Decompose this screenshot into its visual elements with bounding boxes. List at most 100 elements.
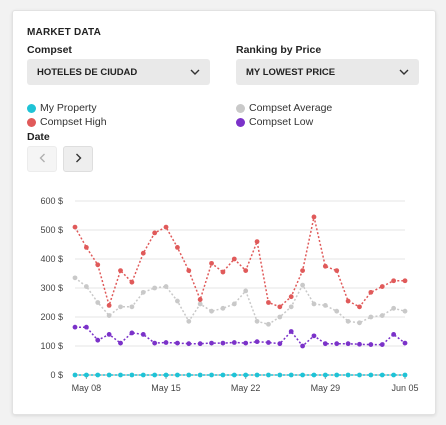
data-point-compset-high xyxy=(197,297,203,302)
data-point-compset-low xyxy=(345,341,351,347)
legend-label: My Property xyxy=(40,102,97,114)
data-point-compset-low xyxy=(72,324,78,330)
data-point-compset-average xyxy=(129,304,135,310)
ranking-select[interactable]: MY LOWEST PRICE xyxy=(236,59,419,85)
data-point-compset-low xyxy=(175,340,180,346)
data-point-compset-average xyxy=(357,320,362,326)
y-tick-label: 300 $ xyxy=(40,283,63,293)
data-point-compset-high xyxy=(300,268,305,273)
data-point-compset-average xyxy=(163,284,169,289)
compset-select-value: HOTELES DE CIUDAD xyxy=(37,66,138,78)
data-point-compset-low xyxy=(243,340,249,346)
data-point-compset-low xyxy=(186,341,192,347)
data-point-compset-average xyxy=(334,308,340,314)
data-point-compset-low xyxy=(334,341,340,347)
data-point-compset-low xyxy=(266,340,271,345)
data-point-compset-high xyxy=(334,268,340,273)
data-point-my-property xyxy=(300,372,305,378)
x-tick-label: May 08 xyxy=(72,383,102,393)
data-point-my-property xyxy=(163,372,169,378)
legend-label: Compset Average xyxy=(249,102,333,114)
data-point-my-property xyxy=(186,372,192,378)
data-point-compset-low xyxy=(391,332,397,337)
data-point-compset-low xyxy=(254,339,260,345)
date-next-button[interactable] xyxy=(63,146,93,172)
data-point-compset-high xyxy=(368,289,374,295)
series-line-compset-low xyxy=(75,326,406,348)
y-tick-label: 400 $ xyxy=(40,254,63,264)
legend-compset-low[interactable]: Compset Low xyxy=(236,116,313,128)
chevron-left-icon xyxy=(39,150,46,168)
data-point-compset-high xyxy=(402,278,408,284)
data-point-compset-average xyxy=(254,318,260,324)
legend-dot-icon xyxy=(236,103,245,113)
ranking-label: Ranking by Price xyxy=(236,44,322,56)
data-point-compset-average xyxy=(266,321,271,327)
data-point-my-property xyxy=(175,372,180,378)
data-point-my-property xyxy=(277,372,283,378)
data-point-compset-low xyxy=(300,343,305,349)
data-point-my-property xyxy=(106,372,112,378)
data-point-compset-low xyxy=(118,340,123,346)
data-point-compset-average xyxy=(322,303,328,308)
data-point-compset-high xyxy=(118,268,123,273)
card-title: MARKET DATA xyxy=(27,27,102,38)
data-point-my-property xyxy=(220,372,226,378)
x-tick-label: May 15 xyxy=(151,383,181,393)
ranking-select-value: MY LOWEST PRICE xyxy=(246,66,336,78)
data-point-compset-high xyxy=(379,284,385,289)
legend-label: Compset Low xyxy=(249,116,314,128)
data-point-my-property xyxy=(197,372,203,378)
data-point-compset-high xyxy=(220,269,226,275)
data-point-compset-low xyxy=(197,341,203,347)
data-point-my-property xyxy=(209,372,214,378)
data-point-my-property xyxy=(129,372,135,378)
data-point-compset-average xyxy=(175,298,180,304)
data-point-my-property xyxy=(334,372,340,378)
data-point-compset-average xyxy=(243,288,249,294)
data-point-my-property xyxy=(254,372,260,378)
data-point-compset-low xyxy=(106,332,112,337)
data-point-my-property xyxy=(140,372,146,378)
data-point-my-property xyxy=(368,372,374,378)
data-point-compset-low xyxy=(277,341,283,347)
legend-compset-average[interactable]: Compset Average xyxy=(236,102,332,114)
legend-compset-high[interactable]: Compset High xyxy=(27,116,107,128)
compset-select[interactable]: HOTELES DE CIUDAD xyxy=(27,59,210,85)
data-point-my-property xyxy=(391,372,397,378)
data-point-compset-average xyxy=(311,301,317,307)
chevron-down-icon xyxy=(190,69,200,75)
data-point-compset-high xyxy=(175,245,180,250)
data-point-compset-average xyxy=(95,300,101,305)
data-point-compset-average xyxy=(368,314,374,320)
date-label: Date xyxy=(27,131,50,143)
date-prev-button[interactable] xyxy=(27,146,57,172)
legend-label: Compset High xyxy=(40,116,107,128)
data-point-compset-low xyxy=(152,340,158,346)
data-point-compset-high xyxy=(311,214,317,220)
data-point-my-property xyxy=(266,372,271,378)
data-point-my-property xyxy=(402,372,408,378)
data-point-my-property xyxy=(118,372,123,378)
data-point-compset-high xyxy=(254,239,260,244)
data-point-compset-low xyxy=(83,324,89,330)
x-tick-label: Jun 05 xyxy=(391,383,418,393)
y-tick-label: 200 $ xyxy=(40,312,63,322)
data-point-compset-high xyxy=(186,268,192,273)
data-point-compset-high xyxy=(209,260,214,266)
price-chart: 0 $ 100 $ 200 $ 300 $ 400 $ 500 $ 600 $ May 08 M… xyxy=(40,196,418,393)
data-point-my-property xyxy=(288,372,294,378)
data-point-compset-high xyxy=(345,298,351,304)
data-point-compset-high xyxy=(266,300,271,305)
data-point-compset-high xyxy=(357,304,362,310)
data-point-compset-average xyxy=(197,301,203,307)
data-point-compset-high xyxy=(152,230,158,236)
data-point-my-property xyxy=(311,372,317,378)
market-data-card: MARKET DATA Compset HOTELES DE CIUDAD Ra… xyxy=(12,10,436,415)
data-point-my-property xyxy=(243,372,249,378)
data-point-compset-average xyxy=(288,304,294,310)
data-point-compset-high xyxy=(391,278,397,284)
legend-dot-icon xyxy=(236,117,245,127)
data-point-compset-average xyxy=(140,289,146,295)
legend-my-property[interactable]: My Property xyxy=(27,102,97,114)
